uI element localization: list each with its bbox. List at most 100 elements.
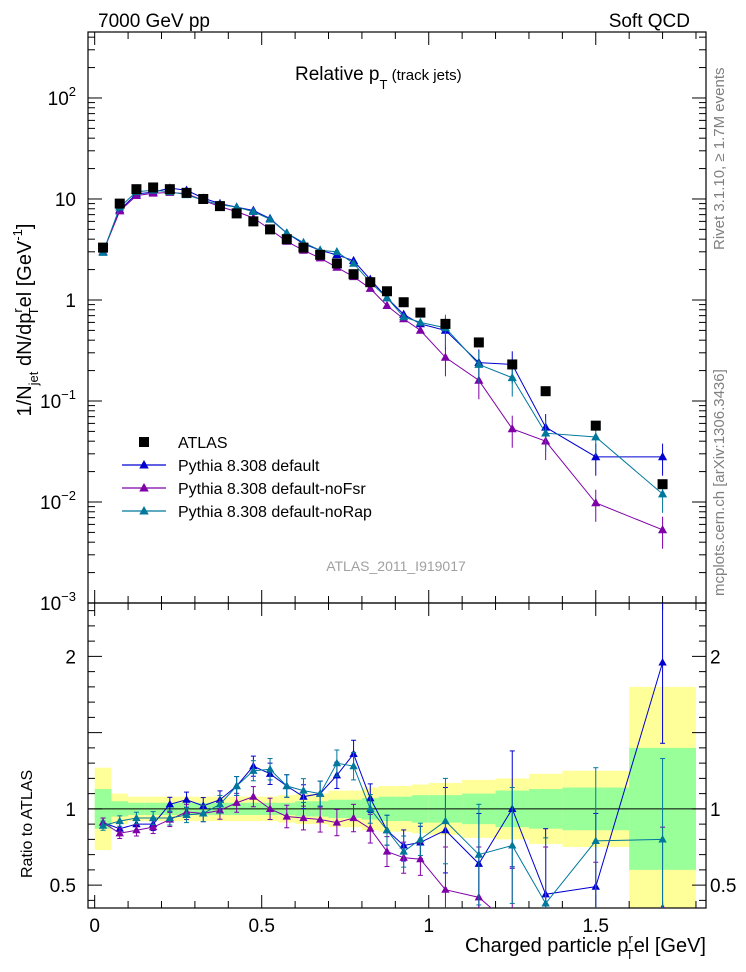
legend-item: Pythia 8.308 default-noRap bbox=[122, 504, 372, 521]
series-3-point bbox=[332, 246, 342, 256]
legend-label: Pythia 8.308 default bbox=[178, 458, 320, 475]
ratio-series-3-point bbox=[299, 786, 308, 794]
series-2-point bbox=[658, 525, 668, 534]
plot-title: Relative pT (track jets) bbox=[295, 64, 462, 92]
atlas-point bbox=[415, 307, 426, 318]
series-3-point bbox=[382, 293, 392, 302]
atlas-point bbox=[365, 277, 376, 288]
ratio-series-3-point bbox=[591, 836, 600, 844]
ratio-series-2-point bbox=[508, 922, 516, 929]
ratio-series-2-point bbox=[282, 812, 291, 820]
ratio-series-2-point bbox=[249, 792, 258, 800]
atlas-point bbox=[440, 318, 451, 329]
ratio-series-2-point bbox=[349, 813, 358, 822]
ratio-series-3-point bbox=[315, 789, 325, 797]
ratio-series-3-point bbox=[508, 841, 517, 849]
ratio-series-2-point bbox=[115, 828, 124, 837]
legend-marker-triangle bbox=[139, 460, 149, 469]
series-1-line bbox=[102, 187, 663, 458]
atlas-point bbox=[281, 234, 292, 245]
ratio-series-3-point bbox=[366, 804, 375, 812]
ratio-series-3-point bbox=[382, 825, 392, 834]
ratio-series-2-line bbox=[102, 796, 663, 908]
legend-marker-triangle bbox=[139, 506, 149, 515]
ratio-series-3-point bbox=[182, 810, 191, 819]
y-tick-label: 10−2 bbox=[40, 488, 76, 514]
ratio-y-tick-label: 1 bbox=[65, 800, 76, 821]
ratio-y-axis-label: Ratio to ATLAS bbox=[19, 770, 36, 878]
series-3-point bbox=[658, 489, 668, 498]
legend-item: Pythia 8.308 default bbox=[122, 458, 320, 475]
ratio-series-3-point bbox=[399, 847, 408, 855]
ratio-series-1-point bbox=[182, 795, 191, 803]
category-label: Soft QCD bbox=[609, 11, 690, 32]
atlas-point bbox=[248, 216, 259, 227]
ratio-panel: 0 0.5 1 1.5 0.5 0.5 1 1 2 2 bbox=[50, 32, 736, 937]
series-1-point bbox=[658, 452, 668, 461]
ratio-series-3-point bbox=[249, 766, 258, 774]
ratio-series-2-point bbox=[541, 908, 549, 915]
ratio-series-2-point bbox=[332, 818, 342, 826]
legend-label: ATLAS bbox=[178, 435, 228, 452]
series-2-point bbox=[382, 300, 392, 309]
x-tick-label: 0.5 bbox=[248, 916, 274, 937]
series-3-point bbox=[591, 432, 601, 441]
atlas-point bbox=[114, 198, 125, 209]
series-3-point bbox=[474, 359, 484, 368]
atlas-point bbox=[590, 420, 601, 431]
ratio-series-3-point bbox=[474, 850, 484, 858]
ratio-y-tick-label-right: 1 bbox=[710, 800, 721, 821]
atlas-point bbox=[214, 201, 225, 212]
ratio-series-3-point bbox=[332, 758, 342, 767]
x-axis-label: Charged particle pr Tel [GeV] bbox=[465, 931, 706, 962]
atlas-point bbox=[198, 193, 209, 204]
atlas-point bbox=[265, 224, 276, 235]
series-3-point bbox=[399, 312, 409, 321]
ratio-series-3-point bbox=[115, 816, 124, 825]
series-3-point bbox=[265, 214, 275, 223]
atlas-point bbox=[298, 242, 309, 253]
atlas-point bbox=[398, 297, 409, 308]
atlas-point bbox=[164, 184, 175, 195]
atlas-point bbox=[98, 242, 109, 253]
y-tick-label: 1 bbox=[65, 291, 76, 312]
y-tick-label: 10 bbox=[55, 190, 76, 211]
rivet-label: Rivet 3.1.10, ≥ 1.7M events bbox=[711, 68, 728, 251]
legend-marker-triangle bbox=[139, 483, 149, 492]
upper-y-axis-label: 1/Njet dN/dprTel [GeV-1] bbox=[10, 224, 41, 417]
atlas-point bbox=[348, 269, 359, 280]
atlas-point bbox=[181, 187, 192, 198]
ratio-series-2-point bbox=[382, 847, 392, 855]
series-3-point bbox=[541, 428, 551, 437]
ratio-y-tick-label: 2 bbox=[65, 647, 76, 668]
ratio-series-2-point bbox=[441, 885, 450, 893]
ratio-series-group bbox=[98, 603, 667, 929]
ratio-series-2-point bbox=[232, 798, 241, 806]
ratio-series-3-point bbox=[658, 834, 667, 843]
ratio-series-3-point bbox=[232, 781, 241, 790]
ratio-series-3-point bbox=[165, 813, 175, 822]
atlas-point bbox=[540, 386, 551, 397]
ratio-series-1-line bbox=[102, 662, 664, 895]
ratio-series-3-point bbox=[132, 813, 141, 822]
series-2-point bbox=[415, 325, 425, 334]
y-tick-label: 10−3 bbox=[40, 589, 76, 615]
legend-label: Pythia 8.308 default-noFsr bbox=[178, 481, 366, 498]
atlas-point bbox=[473, 337, 484, 348]
ratio-series-3-point bbox=[199, 809, 208, 817]
ratio-series-2-point bbox=[416, 854, 425, 863]
analysis-watermark: ATLAS_2011_I919017 bbox=[326, 558, 466, 574]
ratio-series-2-point bbox=[148, 822, 158, 831]
x-tick-label: 1.5 bbox=[583, 916, 609, 937]
atlas-point bbox=[131, 184, 142, 195]
series-3-point bbox=[507, 372, 517, 382]
x-tick-label: 0 bbox=[89, 916, 100, 937]
ratio-series-3-point bbox=[282, 781, 291, 790]
series-3-point bbox=[248, 206, 258, 215]
ratio-series-3-point bbox=[541, 899, 550, 907]
series-2-point bbox=[591, 498, 601, 507]
y-tick-label: 102 bbox=[48, 84, 76, 110]
ratio-series-2-point bbox=[265, 804, 275, 812]
series-2-point bbox=[365, 283, 375, 292]
